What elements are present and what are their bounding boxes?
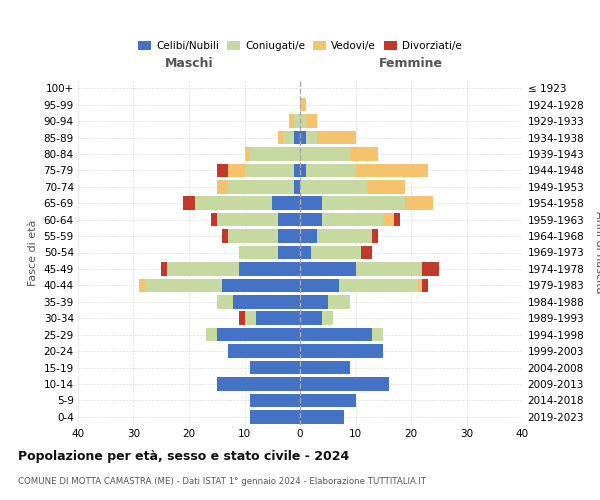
Bar — [239, 262, 300, 276]
Bar — [217, 328, 300, 342]
Bar — [222, 278, 300, 292]
Bar — [300, 213, 322, 226]
Bar — [295, 131, 300, 144]
Bar — [278, 131, 283, 144]
Bar — [250, 361, 300, 374]
Legend: Celibi/Nubili, Coniugati/e, Vedovi/e, Divorziati/e: Celibi/Nubili, Coniugati/e, Vedovi/e, Di… — [134, 37, 466, 56]
Bar — [206, 328, 217, 342]
Bar — [372, 328, 383, 342]
Bar — [311, 246, 361, 259]
Bar — [406, 196, 433, 210]
Bar — [350, 147, 378, 160]
Bar — [256, 312, 300, 325]
Bar — [372, 230, 378, 243]
Bar — [228, 344, 300, 358]
Bar — [272, 196, 300, 210]
Bar — [300, 344, 383, 358]
Bar — [250, 394, 300, 407]
Bar — [383, 213, 394, 226]
Bar — [300, 262, 355, 276]
Bar — [228, 230, 278, 243]
Bar — [300, 410, 344, 424]
Bar — [283, 131, 295, 144]
Bar — [300, 295, 328, 308]
Text: Femmine: Femmine — [379, 56, 443, 70]
Bar — [305, 114, 317, 128]
Bar — [289, 114, 295, 128]
Bar — [322, 213, 383, 226]
Bar — [305, 164, 355, 177]
Bar — [361, 246, 372, 259]
Bar — [245, 147, 250, 160]
Bar — [300, 230, 317, 243]
Bar — [239, 246, 278, 259]
Bar — [161, 262, 167, 276]
Bar — [300, 196, 322, 210]
Bar — [300, 147, 350, 160]
Bar — [300, 131, 305, 144]
Y-axis label: Anni di nascita: Anni di nascita — [594, 211, 600, 294]
Bar — [422, 278, 428, 292]
Bar — [295, 180, 300, 194]
Bar — [295, 164, 300, 177]
Bar — [394, 213, 400, 226]
Bar — [233, 295, 300, 308]
Bar — [217, 180, 228, 194]
Bar — [300, 328, 372, 342]
Bar — [416, 278, 422, 292]
Bar — [422, 262, 439, 276]
Bar — [339, 278, 416, 292]
Y-axis label: Fasce di età: Fasce di età — [28, 220, 38, 286]
Bar — [300, 361, 350, 374]
Bar — [139, 278, 145, 292]
Bar — [322, 312, 334, 325]
Bar — [355, 262, 422, 276]
Bar — [278, 213, 300, 226]
Bar — [250, 410, 300, 424]
Bar — [217, 164, 228, 177]
Bar — [217, 295, 233, 308]
Bar — [278, 230, 300, 243]
Bar — [145, 278, 222, 292]
Bar — [184, 196, 194, 210]
Bar — [245, 164, 295, 177]
Bar — [250, 147, 300, 160]
Bar — [317, 131, 355, 144]
Bar — [278, 246, 300, 259]
Text: Maschi: Maschi — [164, 56, 214, 70]
Bar — [217, 213, 278, 226]
Bar — [355, 164, 428, 177]
Text: COMUNE DI MOTTA CAMASTRA (ME) - Dati ISTAT 1° gennaio 2024 - Elaborazione TUTTIT: COMUNE DI MOTTA CAMASTRA (ME) - Dati IST… — [18, 478, 426, 486]
Bar — [300, 394, 355, 407]
Bar — [228, 180, 295, 194]
Bar — [300, 164, 305, 177]
Bar — [300, 377, 389, 390]
Bar — [217, 377, 300, 390]
Bar — [194, 196, 272, 210]
Bar — [317, 230, 372, 243]
Bar — [328, 295, 350, 308]
Bar — [239, 312, 245, 325]
Bar — [300, 246, 311, 259]
Bar — [322, 196, 406, 210]
Bar — [367, 180, 406, 194]
Bar — [228, 164, 245, 177]
Bar — [295, 114, 300, 128]
Bar — [300, 278, 339, 292]
Text: Popolazione per età, sesso e stato civile - 2024: Popolazione per età, sesso e stato civil… — [18, 450, 349, 463]
Bar — [245, 312, 256, 325]
Bar — [222, 230, 228, 243]
Bar — [211, 213, 217, 226]
Bar — [300, 180, 367, 194]
Bar — [305, 131, 317, 144]
Bar — [167, 262, 239, 276]
Bar — [300, 312, 322, 325]
Bar — [300, 98, 305, 112]
Bar — [300, 114, 305, 128]
